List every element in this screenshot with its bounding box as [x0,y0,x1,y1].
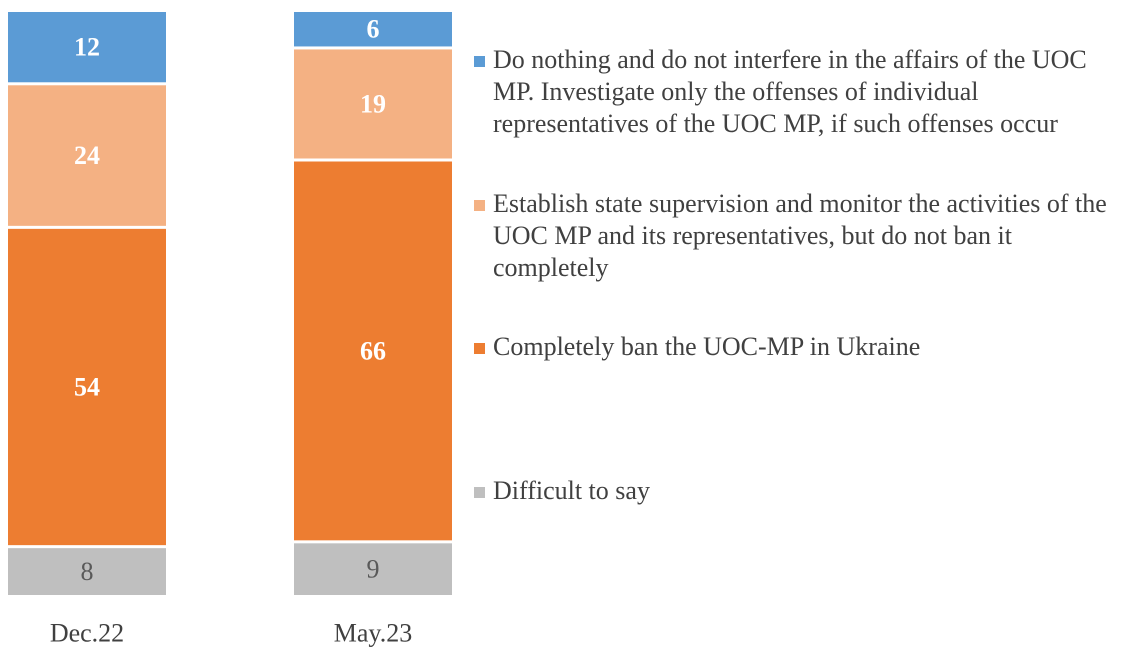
legend-label-do-nothing: Do nothing and do not interfere in the a… [493,45,1087,138]
legend-swatch-do-nothing [474,56,485,67]
data-label-dec-22-series-2: 24 [74,141,100,170]
data-label-dec-22-series-0: 8 [81,557,94,586]
legend-item-state-supervision: Establish state supervision and monitor … [474,188,1133,284]
legend-swatch-state-supervision [474,200,485,211]
data-label-dec-22-series-1: 54 [74,373,100,402]
bar-segment-may-23-series-3 [294,12,452,47]
bar-segment-dec-22-series-0 [8,548,166,595]
bar-segment-dec-22-series-2 [8,85,166,226]
data-label-may-23-series-1: 66 [360,336,386,365]
legend-item-do-nothing: Do nothing and do not interfere in the a… [474,44,1133,140]
legend-label-complete-ban: Completely ban the UOC-MP in Ukraine [493,332,921,361]
legend-label-difficult-to-say: Difficult to say [493,476,650,505]
bar-segment-dec-22-series-3 [8,12,166,83]
data-label-may-23-series-3: 6 [367,15,380,44]
legend-swatch-complete-ban [474,343,485,354]
category-label-dec-22: Dec.22 [50,619,124,648]
bar-segment-may-23-series-0 [294,543,452,595]
bar-segment-may-23-series-1 [294,161,452,541]
legend-item-difficult-to-say: Difficult to say [474,475,1133,507]
bar-segment-may-23-series-2 [294,49,452,159]
stacked-bar-chart: 8 54 24 12 Dec.22 9 66 19 6 May.23 [8,12,452,648]
chart-legend: Do nothing and do not interfere in the a… [474,0,1136,657]
bar-segment-dec-22-series-1 [8,228,166,546]
data-label-may-23-series-0: 9 [367,555,380,584]
data-label-dec-22-series-3: 12 [74,33,100,62]
legend-label-state-supervision: Establish state supervision and monitor … [493,189,1107,282]
category-label-may-23: May.23 [334,619,412,648]
legend-swatch-difficult-to-say [474,487,485,498]
data-label-may-23-series-2: 19 [360,89,386,118]
legend-item-complete-ban: Completely ban the UOC-MP in Ukraine [474,331,1133,363]
